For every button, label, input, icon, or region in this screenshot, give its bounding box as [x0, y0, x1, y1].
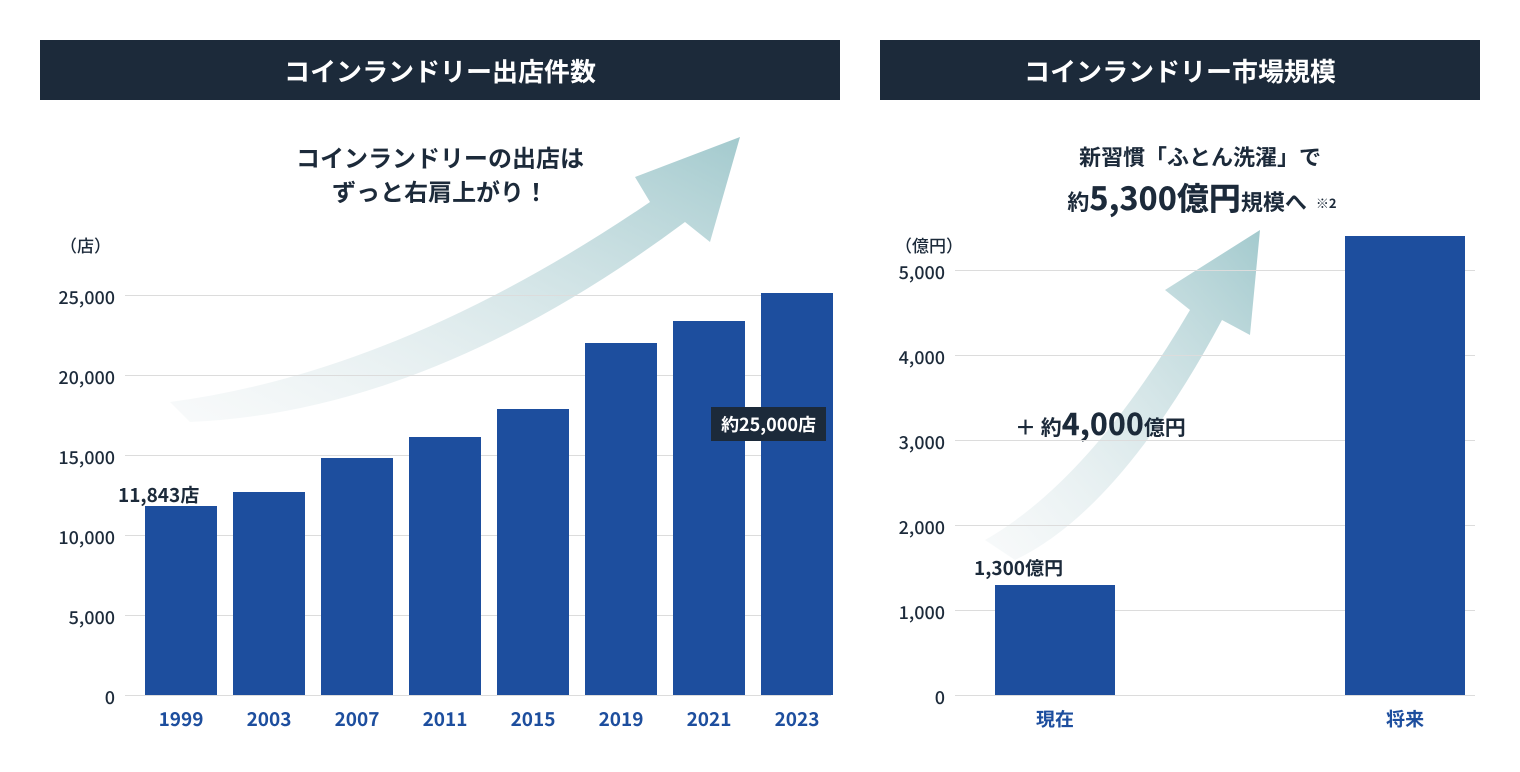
right-headline-footnote: ※2 — [1316, 193, 1337, 212]
bar — [497, 409, 569, 695]
right-headline-suffix: 規模へ — [1241, 185, 1307, 217]
left-chart-title-text: コインランドリー出店件数 — [284, 52, 596, 89]
y-tick-label: 5,000 — [885, 259, 945, 285]
left-callout-badge: 約25,000店 — [711, 407, 826, 441]
y-tick-label: 10,000 — [50, 524, 115, 550]
y-tick-label: 3,000 — [885, 429, 945, 455]
y-tick-label: 0 — [885, 684, 945, 710]
left-chart-title: コインランドリー出店件数 — [40, 40, 840, 100]
x-tick-label: 2023 — [753, 705, 841, 732]
x-tick-label: 1999 — [137, 705, 225, 732]
right-headline-prefix: 新習慣「ふとん洗濯」で — [1079, 140, 1321, 172]
y-tick-label: 25,000 — [50, 284, 115, 310]
right-y-axis-unit: （億円） — [895, 232, 963, 257]
bar — [321, 458, 393, 695]
bar — [409, 437, 481, 695]
right-plot-area: 01,0002,0003,0004,0005,000現在将来 — [955, 270, 1475, 695]
right-chart-title-text: コインランドリー市場規模 — [1024, 52, 1336, 89]
bar — [585, 343, 657, 695]
y-tick-label: 4,000 — [885, 344, 945, 370]
y-tick-label: 2,000 — [885, 514, 945, 540]
gridline — [125, 295, 831, 296]
right-chart-title: コインランドリー市場規模 — [880, 40, 1480, 100]
x-tick-label: 2011 — [401, 705, 489, 732]
y-tick-label: 5,000 — [50, 604, 115, 630]
bar — [995, 585, 1115, 696]
gridline — [125, 695, 831, 696]
bar — [673, 321, 745, 695]
gridline — [955, 695, 1475, 696]
y-tick-label: 1,000 — [885, 599, 945, 625]
x-tick-label: 2021 — [665, 705, 753, 732]
bar — [233, 492, 305, 695]
right-headline: 新習慣「ふとん洗濯」で 約5,300億円規模へ ※2 — [940, 140, 1460, 221]
x-tick-label: 将来 — [1325, 705, 1485, 732]
x-tick-label: 2007 — [313, 705, 401, 732]
bar — [145, 506, 217, 695]
right-headline-big: 5,300億円 — [1089, 174, 1241, 220]
left-y-axis-unit: （店） — [60, 232, 111, 257]
x-tick-label: 2015 — [489, 705, 577, 732]
y-tick-label: 0 — [50, 684, 115, 710]
y-tick-label: 20,000 — [50, 364, 115, 390]
bar — [1345, 236, 1465, 695]
bar — [761, 293, 833, 695]
x-tick-label: 2003 — [225, 705, 313, 732]
x-tick-label: 2019 — [577, 705, 665, 732]
y-tick-label: 15,000 — [50, 444, 115, 470]
x-tick-label: 現在 — [975, 705, 1135, 732]
left-first-bar-label: 11,843店 — [118, 481, 199, 508]
right-first-bar-label: 1,300億円 — [974, 554, 1063, 581]
left-plot-area: 05,00010,00015,00020,00025,0001999200320… — [125, 295, 831, 695]
